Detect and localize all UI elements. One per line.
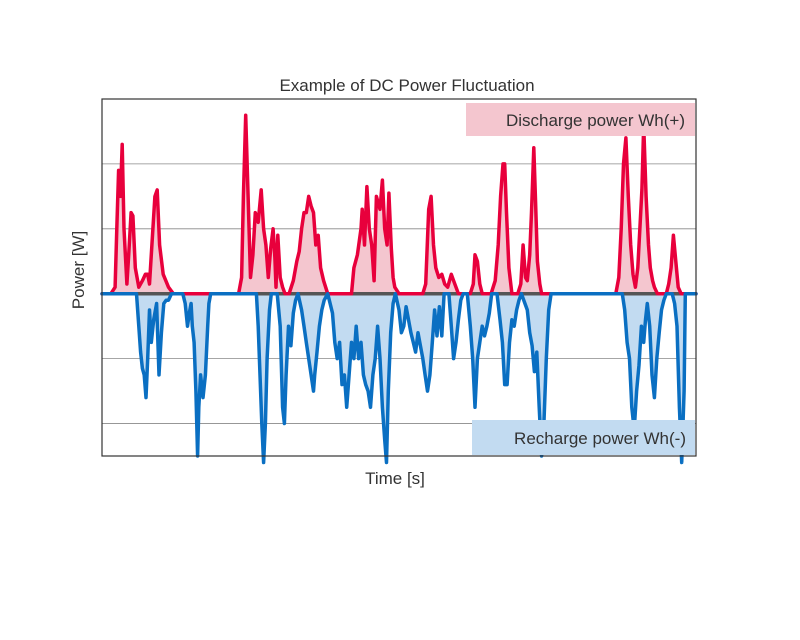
legend-discharge: Discharge power Wh(+) <box>466 103 695 136</box>
x-axis-label: Time [s] <box>365 469 425 488</box>
discharge-area <box>102 115 696 294</box>
legend-recharge-swatch <box>472 420 695 455</box>
discharge-line <box>100 113 698 296</box>
legend-recharge-label: Recharge power Wh(-) <box>514 429 686 448</box>
area-fills <box>102 115 696 463</box>
y-axis-label: Power [W] <box>69 231 88 309</box>
chart-title: Example of DC Power Fluctuation <box>279 76 534 95</box>
plot-frame <box>101 98 697 457</box>
legend-discharge-swatch <box>466 103 695 136</box>
legend-recharge: Recharge power Wh(-) <box>472 420 695 455</box>
series-lines <box>100 113 698 465</box>
recharge-area <box>102 293 696 463</box>
legend-discharge-label: Discharge power Wh(+) <box>506 111 685 130</box>
recharge-line <box>100 291 698 465</box>
